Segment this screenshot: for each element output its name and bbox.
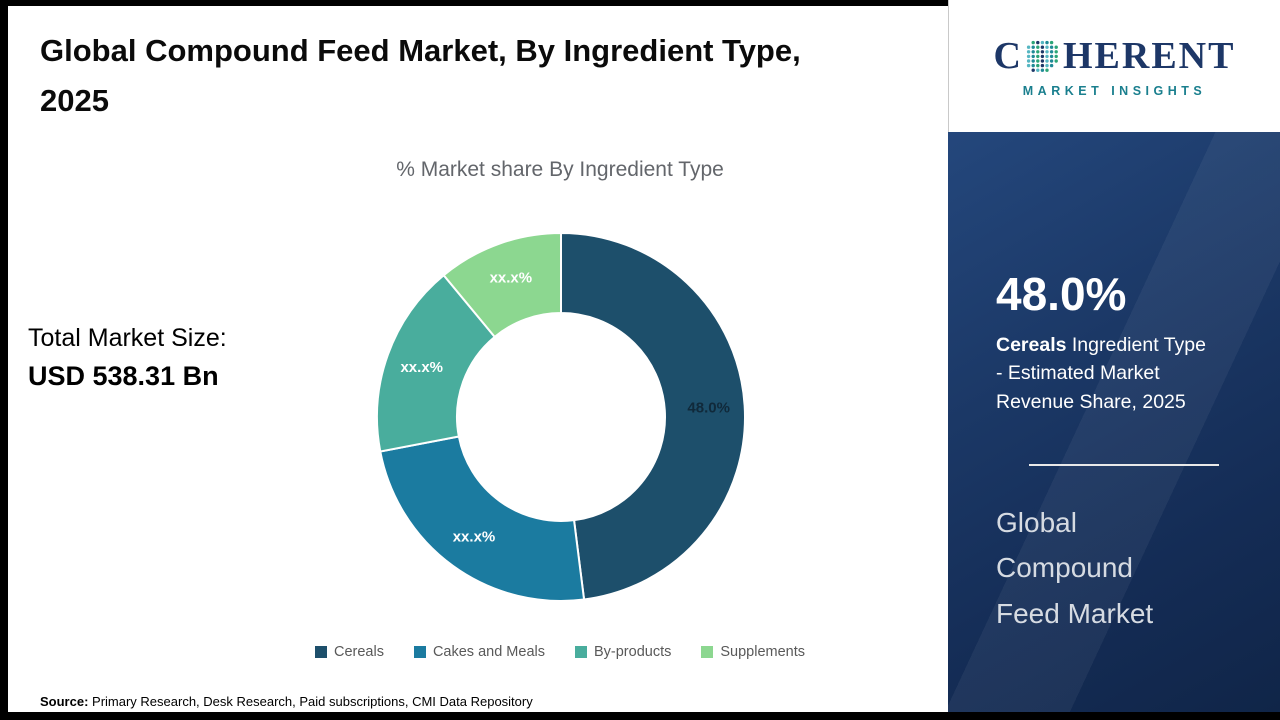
globe-dot <box>1026 54 1031 59</box>
logo-tagline: MARKET INSIGHTS <box>1022 84 1207 98</box>
logo-letter-c: C <box>993 35 1021 77</box>
globe-dot <box>1031 50 1035 54</box>
globe-dot <box>1036 59 1040 63</box>
chart-subtitle: % Market share By Ingredient Type <box>396 158 724 181</box>
globe-dot <box>1045 54 1049 59</box>
globe-dot <box>1040 45 1045 49</box>
globe-dot <box>1040 63 1045 68</box>
legend-item: Cakes and Meals <box>413 644 545 660</box>
globe-dot <box>1040 40 1045 45</box>
legend-swatch-icon <box>314 646 327 658</box>
globe-dot <box>1045 40 1049 45</box>
donut-chart-svg: 48.0% xx.x% xx.x% xx.x% <box>376 231 746 602</box>
globe-dot <box>1054 50 1058 54</box>
side-panel: C HERENT MARKET INSIGHTS 48.0% Cereals I… <box>948 0 1280 712</box>
slice-label: xx.x% <box>490 270 533 287</box>
globe-dot <box>1036 63 1040 68</box>
legend-item: By-products <box>574 644 672 660</box>
legend-label: By-products <box>593 644 672 660</box>
globe-dot <box>1036 45 1040 49</box>
stat-description: Cereals Ingredient Type - Estimated Mark… <box>996 331 1216 416</box>
source-line: Source: Primary Research, Desk Research,… <box>40 694 533 709</box>
globe-dot <box>1031 40 1035 45</box>
legend-swatch-icon <box>413 646 426 658</box>
total-market-size-label: Total Market Size: <box>28 324 227 352</box>
globe-dot <box>1049 45 1054 49</box>
stat-value: 48.0% <box>996 268 1127 320</box>
brand-logo: C HERENT MARKET INSIGHTS <box>948 0 1280 132</box>
total-market-size-block: Total Market Size: USD 538.31 Bn <box>28 324 227 392</box>
globe-dot <box>1054 45 1058 49</box>
globe-dot <box>1031 68 1035 72</box>
total-market-size-value: USD 538.31 Bn <box>28 361 219 391</box>
globe-dot <box>1040 59 1045 63</box>
stat-description-rest: Ingredient Type - Estimated Market Reven… <box>996 334 1206 413</box>
donut-slice-cereals <box>560 231 746 601</box>
donut-chart: 48.0% xx.x% xx.x% xx.x% <box>373 229 749 605</box>
legend-swatch-icon <box>701 646 714 658</box>
globe-dot <box>1040 68 1045 72</box>
legend-label: Cereals <box>333 644 384 660</box>
globe-dot <box>1045 63 1049 68</box>
globe-dot <box>1045 45 1049 49</box>
legend-label: Supplements <box>720 644 805 660</box>
legend-item: Supplements <box>701 644 805 660</box>
chart-legend: Cereals Cakes and Meals By-products Supplem… <box>200 644 920 660</box>
globe-dot <box>1026 50 1031 54</box>
globe-dot <box>1045 68 1049 72</box>
donut-slice-supplements <box>442 231 562 339</box>
frame-left-bar <box>0 0 8 720</box>
globe-dot <box>1036 50 1040 54</box>
globe-dot <box>1049 59 1054 63</box>
globe-dot <box>1026 63 1031 68</box>
globe-dot <box>1031 59 1035 63</box>
globe-dot <box>1054 54 1058 59</box>
globe-dot <box>1036 54 1040 59</box>
slice-label: xx.x% <box>453 529 496 546</box>
globe-dot <box>1040 50 1045 54</box>
globe-dot <box>1026 45 1031 49</box>
source-label: Source: <box>40 694 89 709</box>
globe-dot <box>1026 59 1031 63</box>
legend-swatch-icon <box>574 646 587 658</box>
globe-dot <box>1049 63 1054 68</box>
donut-slice-cakes-and-meals <box>379 435 586 602</box>
globe-dot <box>1036 40 1040 45</box>
globe-dot <box>1040 54 1045 59</box>
dotted-globe-icon <box>1026 40 1058 72</box>
globe-dot <box>1036 68 1040 72</box>
frame-top-bar <box>0 0 948 6</box>
globe-dot <box>1054 59 1058 63</box>
page-title: Global Compound Feed Market, By Ingredie… <box>40 33 801 119</box>
globe-dot <box>1031 45 1035 49</box>
panel-divider <box>1029 463 1219 466</box>
stat-panel: 48.0% Cereals Ingredient Type - Estimate… <box>948 132 1280 712</box>
globe-dot <box>1049 54 1054 59</box>
globe-dot <box>1045 50 1049 54</box>
panel-title: Global Compound Feed Market <box>996 506 1154 629</box>
logo-word-rest: HERENT <box>1062 35 1236 77</box>
brand-logo-row: C HERENT <box>994 34 1236 78</box>
globe-dot <box>1031 63 1035 68</box>
legend-item: Cereals <box>314 644 384 660</box>
source-text: Primary Research, Desk Research, Paid su… <box>88 694 533 709</box>
frame-bottom-bar <box>0 712 1280 720</box>
stat-description-keyword: Cereals <box>996 334 1067 356</box>
legend-label: Cakes and Meals <box>432 644 545 660</box>
slice-label: xx.x% <box>400 359 443 376</box>
globe-dot <box>1045 59 1049 63</box>
globe-dot <box>1031 54 1035 59</box>
slice-label: 48.0% <box>687 400 730 417</box>
globe-dot <box>1049 50 1054 54</box>
globe-dot <box>1049 40 1054 45</box>
